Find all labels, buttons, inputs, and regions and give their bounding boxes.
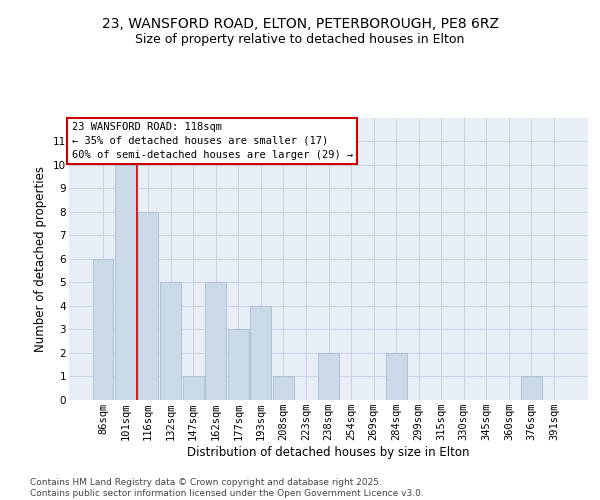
Bar <box>160 282 181 400</box>
Bar <box>92 259 113 400</box>
Bar <box>205 282 226 400</box>
X-axis label: Distribution of detached houses by size in Elton: Distribution of detached houses by size … <box>187 446 470 459</box>
Bar <box>318 353 339 400</box>
Text: Contains HM Land Registry data © Crown copyright and database right 2025.
Contai: Contains HM Land Registry data © Crown c… <box>30 478 424 498</box>
Bar <box>386 353 407 400</box>
Y-axis label: Number of detached properties: Number of detached properties <box>34 166 47 352</box>
Bar <box>115 164 136 400</box>
Bar <box>273 376 294 400</box>
Bar <box>250 306 271 400</box>
Text: 23, WANSFORD ROAD, ELTON, PETERBOROUGH, PE8 6RZ: 23, WANSFORD ROAD, ELTON, PETERBOROUGH, … <box>101 18 499 32</box>
Text: 23 WANSFORD ROAD: 118sqm
← 35% of detached houses are smaller (17)
60% of semi-d: 23 WANSFORD ROAD: 118sqm ← 35% of detach… <box>71 122 353 160</box>
Bar <box>228 330 248 400</box>
Text: Size of property relative to detached houses in Elton: Size of property relative to detached ho… <box>136 32 464 46</box>
Bar <box>137 212 158 400</box>
Bar <box>521 376 542 400</box>
Bar <box>183 376 203 400</box>
